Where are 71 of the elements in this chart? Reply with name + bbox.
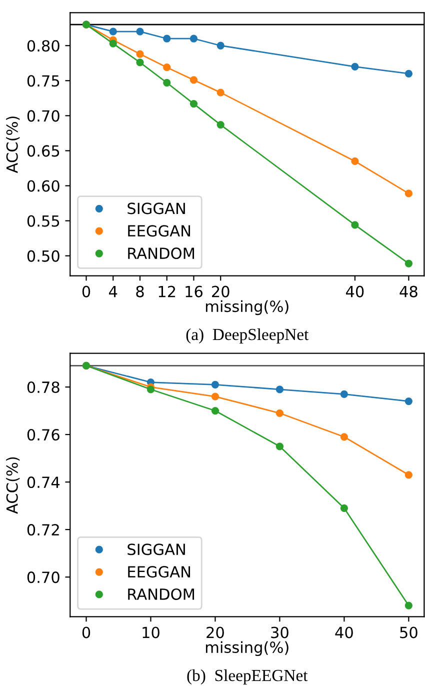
y-tick-label: 0.65 — [27, 145, 60, 157]
y-tick-label: 0.70 — [27, 110, 60, 122]
point — [340, 433, 348, 441]
point — [340, 390, 348, 398]
y-tick-label: 0.50 — [27, 250, 60, 262]
x-tick-label: 0 — [82, 286, 90, 298]
y-axis-title: ACC(%) — [6, 116, 20, 174]
point — [136, 28, 144, 36]
x-tick-label: 40 — [346, 286, 364, 298]
x-tick-label: 8 — [136, 286, 144, 298]
point — [276, 409, 284, 417]
y-tick-label: 0.78 — [27, 381, 60, 394]
point — [109, 40, 117, 48]
text: (b) SleepEEGNet — [187, 669, 308, 685]
y-tick-label: 0.80 — [27, 40, 60, 52]
x-tick-label: 0 — [82, 626, 90, 638]
point — [276, 442, 284, 450]
point — [211, 392, 220, 400]
point — [216, 88, 224, 96]
x-tick-label: 4 — [109, 286, 118, 298]
point — [216, 42, 224, 50]
x-tick-label: 16 — [186, 286, 202, 298]
y-tick-label: 0.55 — [27, 215, 60, 227]
x-tick-label: 50 — [400, 626, 418, 638]
point — [404, 190, 413, 198]
point — [276, 386, 284, 394]
y-axis-title: ACC(%) — [6, 457, 20, 514]
legend-label: SIGGAN — [128, 544, 185, 556]
point — [216, 120, 224, 129]
x-tick-label: 20 — [206, 626, 224, 638]
point — [340, 504, 348, 512]
point — [163, 78, 171, 87]
x-tick-label: 20 — [212, 286, 230, 298]
text: (a) DeepSleepNet — [186, 328, 309, 344]
x-tick-label: 40 — [335, 626, 353, 638]
point — [404, 471, 412, 479]
y-tick-label: 0.70 — [27, 572, 60, 584]
x-axis-title: missing(%) — [206, 300, 288, 316]
legend-label: RANDOM — [128, 248, 194, 260]
x-tick-label: 48 — [400, 286, 418, 298]
point — [136, 58, 144, 66]
point — [351, 157, 359, 166]
point — [404, 397, 412, 406]
x-tick-label: 12 — [158, 286, 176, 298]
legend-label: EEGGAN — [128, 225, 190, 237]
point — [190, 34, 198, 42]
legend-label: SIGGAN — [128, 202, 185, 214]
y-tick-label: 0.75 — [27, 75, 60, 87]
point — [190, 100, 198, 108]
legend-label: RANDOM — [128, 588, 194, 600]
point — [404, 260, 413, 268]
x-tick-label: 30 — [271, 626, 288, 638]
y-tick-label: 0.60 — [27, 180, 60, 192]
y-tick-label: 0.76 — [27, 428, 60, 441]
point — [211, 406, 220, 415]
point — [109, 28, 117, 36]
point — [146, 386, 155, 394]
legend-label: EEGGAN — [128, 566, 190, 578]
point — [351, 62, 359, 70]
point — [163, 64, 171, 72]
point — [351, 221, 359, 229]
y-tick-label: 0.72 — [27, 524, 59, 536]
point — [163, 34, 171, 42]
point — [404, 602, 412, 610]
x-tick-label: 10 — [142, 626, 160, 638]
point — [136, 50, 144, 58]
x-axis-title: missing(%) — [206, 641, 288, 656]
point — [211, 380, 220, 388]
point — [190, 76, 198, 84]
point — [404, 70, 413, 78]
y-tick-label: 0.74 — [27, 476, 60, 488]
